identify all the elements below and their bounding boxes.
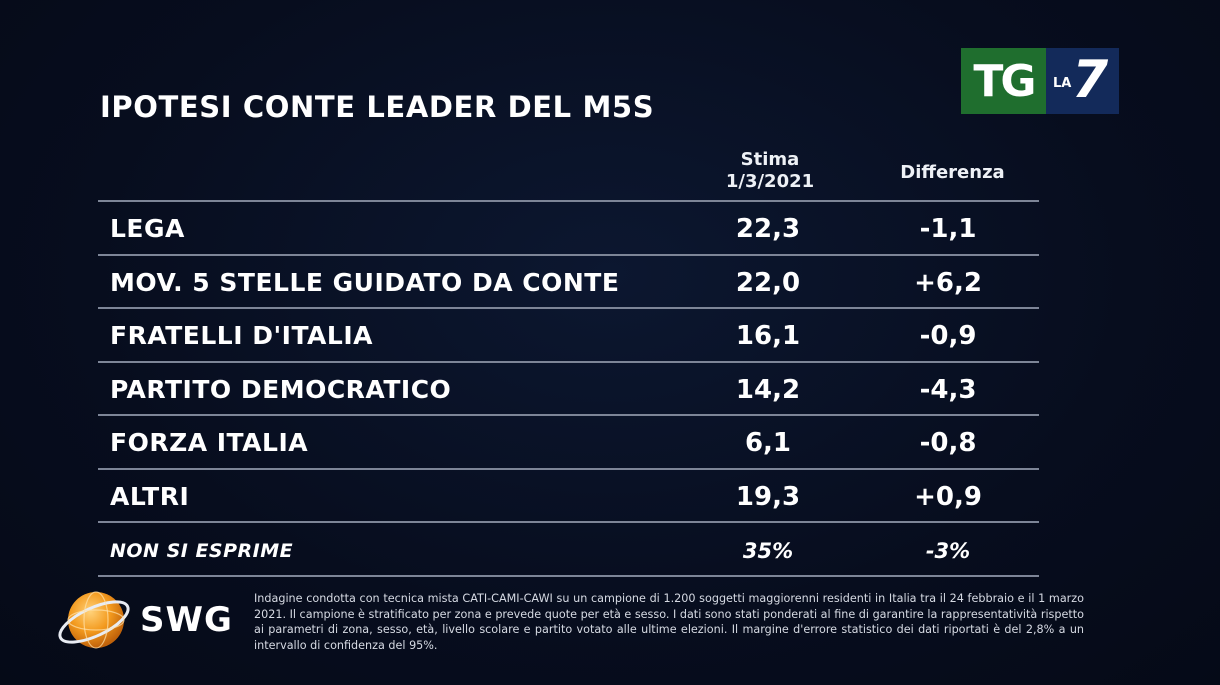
row-differenza-value: -3% xyxy=(925,539,971,563)
row-differenza-value: +6,2 xyxy=(914,267,982,298)
row-stima-value: 35% xyxy=(742,539,794,563)
table-row: FRATELLI D'ITALIA 16,1 -0,9 xyxy=(98,309,1039,361)
column-header-stima: Stima 1/3/2021 xyxy=(700,149,840,193)
table-row: FORZA ITALIA 6,1 -0,8 xyxy=(98,416,1039,468)
row-stima-value: 22,0 xyxy=(735,267,801,298)
row-stima-value: 6,1 xyxy=(744,428,792,458)
swg-name: SWG xyxy=(140,600,233,640)
swg-logo: SWG xyxy=(48,582,238,657)
table-rule xyxy=(98,467,1039,470)
row-label: FRATELLI D'ITALIA xyxy=(110,321,373,350)
row-differenza-value: -0,9 xyxy=(919,321,977,351)
table-row: PARTITO DEMOCRATICO 14,2 -4,3 xyxy=(98,363,1039,415)
row-stima-value: 14,2 xyxy=(735,374,801,405)
la7-logo-la: LA xyxy=(1053,76,1072,91)
row-label: FORZA ITALIA xyxy=(110,428,309,457)
column-header-stima-line2: 1/3/2021 xyxy=(725,171,815,192)
tg-la7-logo: TG LA 7 xyxy=(961,48,1119,114)
table-row: MOV. 5 STELLE GUIDATO DA CONTE 22,0 +6,2 xyxy=(98,256,1039,308)
row-label: LEGA xyxy=(110,214,185,243)
row-stima-value: 16,1 xyxy=(735,321,801,351)
table-row: LEGA 22,3 -1,1 xyxy=(98,202,1039,254)
methodology-footnote: Indagine condotta con tecnica mista CATI… xyxy=(254,592,1084,652)
table-rule xyxy=(98,574,1039,577)
la7-logo-seven: 7 xyxy=(1072,50,1109,110)
column-header-stima-line1: Stima xyxy=(740,149,800,170)
table-rule xyxy=(98,307,1039,309)
row-stima-value: 19,3 xyxy=(735,481,801,512)
table-rule xyxy=(98,414,1039,416)
row-stima-value: 22,3 xyxy=(735,214,801,244)
row-differenza-value: +0,9 xyxy=(914,481,982,512)
chart-title: IPOTESI CONTE LEADER DEL M5S xyxy=(100,90,655,124)
table-rule xyxy=(98,521,1039,523)
row-label: ALTRI xyxy=(110,481,190,511)
row-label: MOV. 5 STELLE GUIDATO DA CONTE xyxy=(110,267,620,297)
table-rule xyxy=(98,360,1039,363)
tg-logo-text: TG xyxy=(961,48,1046,114)
row-label: NON SI ESPRIME xyxy=(110,540,294,562)
la7-logo: LA 7 xyxy=(1046,48,1119,114)
table-rule xyxy=(98,200,1039,202)
row-label: PARTITO DEMOCRATICO xyxy=(110,374,452,404)
table-row: NON SI ESPRIME 35% -3% xyxy=(98,523,1039,575)
column-header-differenza: Differenza xyxy=(900,162,1005,183)
globe-icon xyxy=(58,591,130,649)
row-differenza-value: -0,8 xyxy=(919,428,977,458)
row-differenza-value: -1,1 xyxy=(919,214,977,244)
row-differenza-value: -4,3 xyxy=(919,374,977,405)
table-rule xyxy=(98,253,1039,256)
table-row: ALTRI 19,3 +0,9 xyxy=(98,470,1039,522)
